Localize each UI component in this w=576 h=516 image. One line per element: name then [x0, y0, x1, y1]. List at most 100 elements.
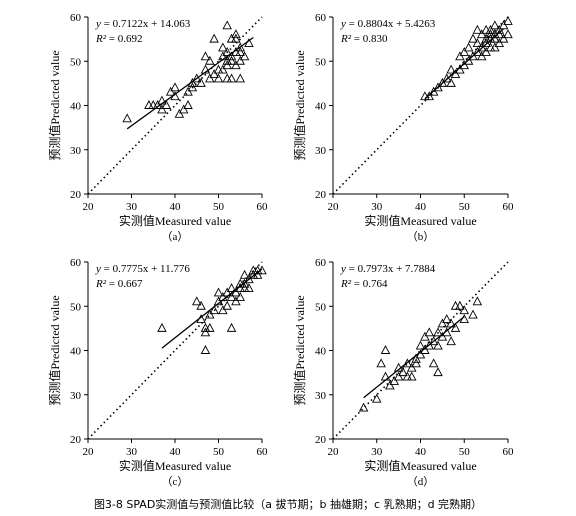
data-point-triangle — [231, 296, 241, 306]
data-point-triangle — [490, 20, 500, 30]
r-squared: R² = 0.830 — [340, 33, 388, 45]
data-point-triangle — [380, 371, 391, 381]
y-tick-label: 20 — [70, 434, 82, 446]
y-tick-label: 40 — [315, 101, 327, 113]
data-point-triangle — [459, 60, 469, 70]
x-tick-label: 60 — [503, 446, 515, 458]
y-tick-label: 60 — [315, 12, 327, 24]
data-point-triangle — [372, 393, 382, 403]
data-point-triangle — [481, 24, 491, 34]
equation-value: = 0.7775x + 11.776 — [101, 263, 190, 275]
x-tick-label: 40 — [415, 446, 427, 458]
data-point-triangle — [235, 291, 245, 301]
y-axis-title: 预测值Predicted value — [47, 295, 62, 405]
data-point-triangle — [205, 322, 215, 332]
x-tick-label: 60 — [257, 201, 269, 213]
x-tick-label: 30 — [126, 201, 138, 213]
data-point-triangle — [165, 86, 176, 96]
data-point-triangle — [200, 51, 211, 61]
y-tick-label: 60 — [70, 12, 82, 24]
data-point-triangle — [433, 82, 443, 92]
data-point-triangle — [235, 73, 245, 83]
data-point-triangle — [494, 29, 504, 39]
data-point-triangle — [442, 327, 452, 337]
y-tick-label: 60 — [315, 257, 327, 269]
x-tick-label: 40 — [170, 446, 182, 458]
data-point-triangle — [231, 287, 241, 297]
r-squared-value: = 0.830 — [351, 33, 388, 45]
regression-equation: y = 0.7973x + 7.7884 — [340, 263, 436, 275]
data-point-triangle — [239, 278, 250, 288]
equation-value: = 0.8804x + 5.4263 — [346, 18, 436, 30]
reference-line-1-1 — [332, 261, 509, 440]
data-point-triangle — [218, 51, 228, 61]
y-tick-label: 50 — [315, 301, 327, 313]
data-point-triangle — [477, 42, 487, 52]
data-point-triangle — [455, 300, 465, 310]
y-tick-label: 50 — [315, 56, 327, 68]
data-point-triangle — [477, 51, 487, 61]
data-point-triangle — [231, 29, 241, 39]
data-point-triangle — [157, 95, 167, 105]
data-point-triangle — [235, 55, 245, 65]
x-axis-title: 实测值Measured value — [119, 458, 231, 473]
data-point-triangle — [481, 46, 491, 56]
data-point-triangle — [252, 269, 263, 279]
data-point-triangle — [218, 64, 228, 74]
data-point-triangle — [393, 371, 404, 381]
data-point-triangle — [218, 305, 228, 315]
x-tick-label: 60 — [503, 201, 515, 213]
data-point-triangle — [407, 371, 417, 381]
r-squared: R² = 0.764 — [340, 278, 388, 290]
x-tick-label: 60 — [257, 446, 269, 458]
x-tick-label: 30 — [371, 446, 383, 458]
data-point-triangle — [411, 353, 421, 363]
equation-variable: y — [95, 18, 101, 30]
data-point-triangle — [222, 46, 232, 56]
data-point-triangle — [178, 104, 189, 114]
data-point-triangle — [187, 77, 198, 87]
data-point-triangle — [174, 108, 185, 118]
data-point-triangle — [459, 314, 469, 323]
data-point-triangle — [244, 283, 254, 292]
y-tick-label: 20 — [315, 434, 327, 446]
data-point-triangle — [222, 300, 232, 310]
data-point-triangle — [213, 287, 224, 297]
data-point-triangle — [468, 33, 478, 43]
data-point-triangle — [385, 380, 395, 390]
equation-value: = 0.7122x + 14.063 — [101, 18, 191, 30]
data-point-triangle — [226, 322, 237, 332]
data-point-triangle — [455, 51, 465, 61]
data-point-triangle — [226, 291, 237, 301]
data-point-triangle — [389, 376, 399, 385]
data-point-triangle — [402, 358, 413, 368]
data-point-triangle — [498, 20, 509, 30]
data-point-triangle — [205, 73, 215, 83]
data-point-triangle — [222, 287, 232, 297]
data-point-triangle — [472, 38, 483, 47]
regression-equation: y = 0.8804x + 5.4263 — [340, 18, 436, 30]
regression-line — [363, 316, 465, 399]
data-point-triangle — [433, 340, 443, 350]
data-point-triangle — [239, 269, 250, 279]
r-squared: R² = 0.667 — [95, 278, 143, 290]
data-point-triangle — [218, 42, 228, 52]
data-point-triangle — [200, 345, 211, 354]
y-axis-title: 预测值Predicted value — [47, 50, 62, 160]
scatter-panel-b: 20 30 40 50 60 20 30 40 50 60 y = 0.8804x + 5.4263… — [292, 12, 514, 243]
data-point-triangle — [437, 331, 448, 341]
y-tick-label: 30 — [315, 145, 327, 157]
data-point-triangle — [446, 77, 456, 87]
scatter-panel-d: 20 30 40 50 60 20 30 40 50 60 y = 0.7973x + 7.7884… — [292, 257, 514, 488]
y-tick-label: 50 — [70, 301, 82, 313]
scatter-panel-a: 20 30 40 50 60 20 30 40 50 60 y = 0.7122x + 14.063… — [47, 12, 268, 243]
data-point-triangle — [376, 358, 386, 368]
data-point-triangle — [442, 73, 452, 83]
regression-line — [424, 28, 505, 100]
data-point-triangle — [446, 318, 456, 328]
data-point-triangle — [244, 38, 254, 47]
data-point-triangle — [157, 104, 167, 114]
data-point-triangle — [424, 327, 434, 337]
data-point-triangle — [226, 51, 237, 61]
data-point-triangle — [222, 60, 232, 70]
